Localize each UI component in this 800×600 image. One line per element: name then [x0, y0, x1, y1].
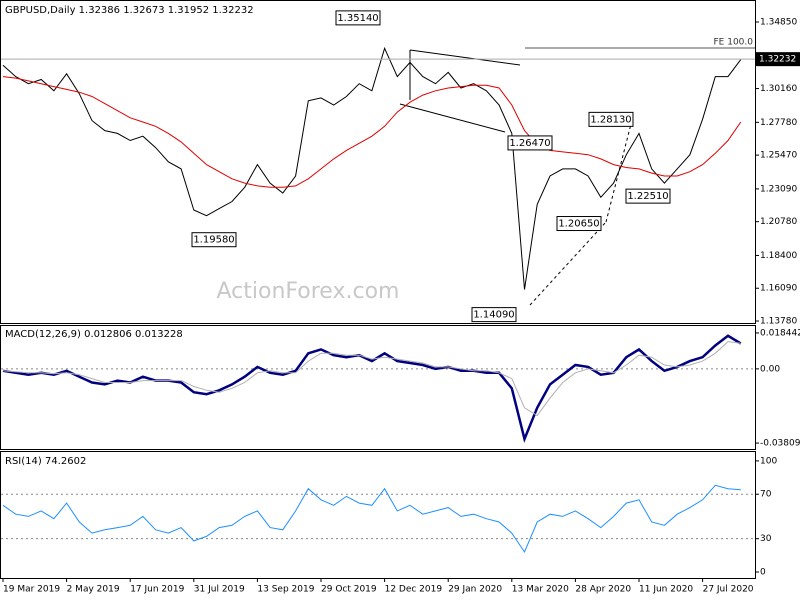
annotation-label: 1.20650	[558, 219, 599, 230]
x-tick-label: 17 Jun 2019	[130, 585, 184, 595]
y-tick-label: 1.16090	[760, 284, 797, 294]
annotation-box	[625, 188, 671, 204]
fe-label: FE 100.0	[714, 38, 754, 48]
series-line	[2, 484, 741, 554]
y-tick-label: 1.25470	[760, 151, 797, 161]
y-tick-label: 1.18400	[760, 251, 797, 261]
y-tick-label: 0	[760, 568, 766, 578]
annotation-label: 1.22510	[627, 191, 668, 202]
y-tick-label: 1.13780	[760, 317, 797, 327]
channel-top	[409, 49, 521, 66]
watermark: ActionForex.com	[217, 279, 400, 304]
series-line	[2, 76, 742, 188]
series-line	[2, 334, 742, 444]
projection-line	[529, 221, 607, 306]
x-tick-label: 13 Mar 2020	[512, 585, 569, 595]
y-tick-label: 1.23090	[760, 184, 797, 194]
x-tick-label: 13 Sep 2019	[257, 585, 314, 595]
y-tick-label: 1.20780	[760, 217, 797, 227]
series-line	[2, 341, 741, 417]
x-tick-label: 19 Mar 2019	[3, 585, 60, 595]
price-title: GBPUSD,Daily 1.32386 1.32673 1.31952 1.3…	[5, 5, 254, 16]
annotation-label: 1.26470	[509, 138, 550, 149]
annotation-box	[191, 232, 237, 248]
annotation-label: 1.19580	[193, 235, 234, 246]
x-tick-label: 27 Jul 2020	[703, 585, 754, 595]
macd-title: MACD(12,26,9) 0.012806 0.013228	[5, 329, 183, 340]
x-tick-label: 29 Jan 2020	[448, 585, 502, 595]
y-tick-label: 1.34850	[760, 17, 797, 27]
macd-panel	[0, 325, 756, 450]
y-tick-label: 30	[760, 534, 772, 544]
annotation-label: 1.35140	[337, 13, 378, 24]
x-tick-label: 29 Oct 2019	[321, 585, 377, 595]
y-tick-label: 1.27780	[760, 118, 797, 128]
annotation-box	[335, 10, 381, 26]
channel-bottom	[399, 103, 506, 133]
x-tick-label: 11 Jun 2020	[639, 585, 693, 595]
x-tick-label: 28 Apr 2020	[575, 585, 631, 595]
x-tick-label: 2 May 2019	[67, 585, 120, 595]
y-tick-label: 0.00	[760, 364, 780, 374]
annotation-box	[507, 135, 553, 151]
last-price-label: 1.32232	[759, 55, 796, 65]
rsi-panel	[0, 451, 756, 579]
rsi-title: RSI(14) 74.2602	[5, 456, 86, 467]
y-tick-label: 70	[760, 490, 772, 500]
last-price-box	[756, 52, 800, 67]
y-tick-label: -0.038095	[760, 439, 800, 449]
annotation-box	[588, 111, 634, 127]
series-line	[2, 46, 742, 290]
y-tick-label: 1.30160	[760, 84, 797, 94]
y-tick-label: 100	[760, 456, 777, 466]
y-tick-label: 0.018442	[760, 328, 800, 338]
annotation-box	[471, 307, 517, 323]
annotation-box	[556, 216, 602, 232]
annotation-label: 1.14090	[473, 310, 514, 321]
annotation-label: 1.28130	[590, 114, 631, 125]
price-panel	[0, 0, 756, 324]
x-tick-label: 31 Jul 2019	[194, 585, 245, 595]
x-tick-label: 12 Dec 2019	[385, 585, 443, 595]
